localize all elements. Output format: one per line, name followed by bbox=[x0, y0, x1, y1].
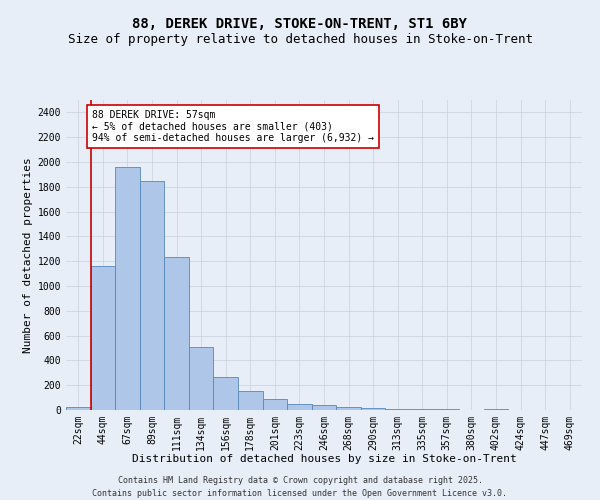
Bar bbox=[91, 266, 115, 410]
Bar bbox=[361, 408, 385, 410]
Bar bbox=[287, 404, 312, 410]
Bar bbox=[484, 409, 508, 410]
Text: Contains HM Land Registry data © Crown copyright and database right 2025.
Contai: Contains HM Land Registry data © Crown c… bbox=[92, 476, 508, 498]
Bar bbox=[410, 409, 434, 410]
Bar bbox=[140, 180, 164, 410]
Bar bbox=[66, 407, 91, 410]
Text: Size of property relative to detached houses in Stoke-on-Trent: Size of property relative to detached ho… bbox=[67, 32, 533, 46]
Text: 88, DEREK DRIVE, STOKE-ON-TRENT, ST1 6BY: 88, DEREK DRIVE, STOKE-ON-TRENT, ST1 6BY bbox=[133, 18, 467, 32]
X-axis label: Distribution of detached houses by size in Stoke-on-Trent: Distribution of detached houses by size … bbox=[131, 454, 517, 464]
Bar bbox=[336, 406, 361, 410]
Bar bbox=[238, 391, 263, 410]
Bar bbox=[263, 399, 287, 410]
Bar bbox=[164, 258, 189, 410]
Bar bbox=[385, 408, 410, 410]
Y-axis label: Number of detached properties: Number of detached properties bbox=[23, 157, 34, 353]
Bar bbox=[189, 347, 214, 410]
Text: 88 DEREK DRIVE: 57sqm
← 5% of detached houses are smaller (403)
94% of semi-deta: 88 DEREK DRIVE: 57sqm ← 5% of detached h… bbox=[92, 110, 374, 143]
Bar bbox=[115, 167, 140, 410]
Bar bbox=[312, 406, 336, 410]
Bar bbox=[214, 376, 238, 410]
